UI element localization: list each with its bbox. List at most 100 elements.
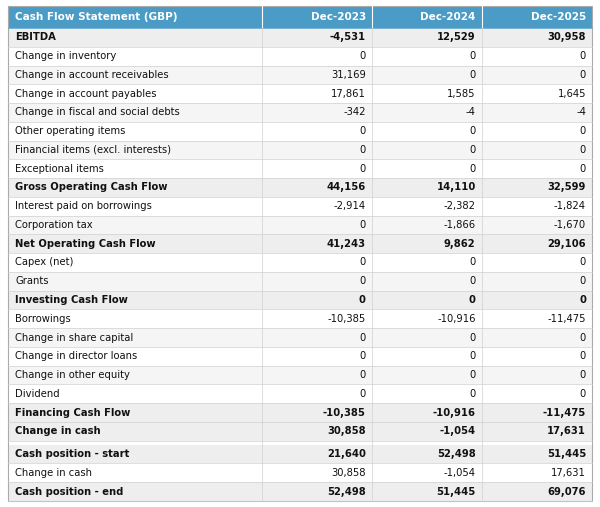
Bar [8, 47, 262, 65]
Text: Dividend: Dividend [15, 389, 59, 399]
Text: 0: 0 [579, 295, 586, 305]
Bar [262, 366, 372, 384]
Text: 0: 0 [469, 389, 476, 399]
Bar [8, 441, 592, 445]
Bar [262, 328, 372, 347]
Text: 0: 0 [469, 51, 476, 61]
Text: 41,243: 41,243 [327, 239, 366, 249]
Bar [262, 197, 372, 215]
Text: 29,106: 29,106 [547, 239, 586, 249]
Text: 17,861: 17,861 [331, 89, 366, 99]
Text: 0: 0 [469, 258, 476, 268]
Text: 0: 0 [469, 164, 476, 174]
Bar [262, 272, 372, 291]
Bar [372, 482, 482, 501]
Bar [262, 103, 372, 122]
Bar [262, 159, 372, 178]
Text: Interest paid on borrowings: Interest paid on borrowings [15, 201, 152, 211]
Text: Dec-2025: Dec-2025 [531, 12, 586, 22]
Bar [372, 445, 482, 463]
Text: 0: 0 [469, 70, 476, 80]
Text: -4: -4 [466, 107, 476, 118]
Text: 1,585: 1,585 [447, 89, 476, 99]
Text: -10,916: -10,916 [433, 408, 476, 418]
Text: 0: 0 [359, 126, 366, 136]
Text: Change in other equity: Change in other equity [15, 370, 130, 380]
Text: 0: 0 [359, 351, 366, 361]
Text: -11,475: -11,475 [543, 408, 586, 418]
Bar [372, 384, 482, 403]
Bar [372, 309, 482, 328]
Text: -2,382: -2,382 [443, 201, 476, 211]
Text: 0: 0 [580, 333, 586, 343]
Text: -1,054: -1,054 [439, 426, 476, 437]
Text: 0: 0 [580, 276, 586, 286]
Text: Net Operating Cash Flow: Net Operating Cash Flow [15, 239, 155, 249]
Bar [482, 65, 592, 84]
Text: Cash position - start: Cash position - start [15, 449, 130, 459]
Text: 44,156: 44,156 [326, 183, 366, 193]
Text: Borrowings: Borrowings [15, 314, 71, 324]
Bar [372, 84, 482, 103]
Bar [8, 328, 262, 347]
Text: -4,531: -4,531 [330, 32, 366, 43]
Bar [8, 422, 262, 441]
Text: Change in account receivables: Change in account receivables [15, 70, 169, 80]
Bar [482, 291, 592, 309]
Bar [372, 47, 482, 65]
Bar [482, 178, 592, 197]
Bar [372, 122, 482, 140]
Bar [482, 103, 592, 122]
Text: 17,631: 17,631 [551, 468, 586, 478]
Bar [482, 6, 592, 28]
Text: Financing Cash Flow: Financing Cash Flow [15, 408, 130, 418]
Text: Dec-2024: Dec-2024 [420, 12, 476, 22]
Bar [372, 6, 482, 28]
Bar [8, 159, 262, 178]
Text: 12,529: 12,529 [437, 32, 476, 43]
Bar [482, 140, 592, 159]
Bar [482, 309, 592, 328]
Text: 0: 0 [580, 145, 586, 155]
Bar [8, 140, 262, 159]
Text: Cash Flow Statement (GBP): Cash Flow Statement (GBP) [15, 12, 178, 22]
Bar [8, 366, 262, 384]
Bar [372, 159, 482, 178]
Bar [262, 384, 372, 403]
Text: -342: -342 [343, 107, 366, 118]
Text: 0: 0 [359, 145, 366, 155]
Bar [262, 140, 372, 159]
Bar [482, 422, 592, 441]
Bar [482, 253, 592, 272]
Text: 0: 0 [359, 276, 366, 286]
Bar [8, 84, 262, 103]
Bar [482, 384, 592, 403]
Bar [482, 445, 592, 463]
Text: Grants: Grants [15, 276, 49, 286]
Bar [8, 347, 262, 366]
Text: 0: 0 [469, 126, 476, 136]
Text: 0: 0 [469, 145, 476, 155]
Text: 0: 0 [580, 51, 586, 61]
Text: 0: 0 [359, 370, 366, 380]
Text: Change in account payables: Change in account payables [15, 89, 157, 99]
Bar [262, 347, 372, 366]
Text: 0: 0 [469, 276, 476, 286]
Bar [8, 65, 262, 84]
Text: 0: 0 [469, 351, 476, 361]
Text: 0: 0 [580, 70, 586, 80]
Bar [372, 463, 482, 482]
Text: 32,599: 32,599 [548, 183, 586, 193]
Bar [372, 328, 482, 347]
Bar [8, 445, 262, 463]
Bar [8, 103, 262, 122]
Text: 51,445: 51,445 [436, 487, 476, 497]
Text: 0: 0 [580, 351, 586, 361]
Text: Change in fiscal and social debts: Change in fiscal and social debts [15, 107, 180, 118]
Bar [262, 122, 372, 140]
Bar [482, 122, 592, 140]
Bar [372, 28, 482, 47]
Text: 17,631: 17,631 [547, 426, 586, 437]
Text: Exceptional items: Exceptional items [15, 164, 104, 174]
Text: Capex (net): Capex (net) [15, 258, 73, 268]
